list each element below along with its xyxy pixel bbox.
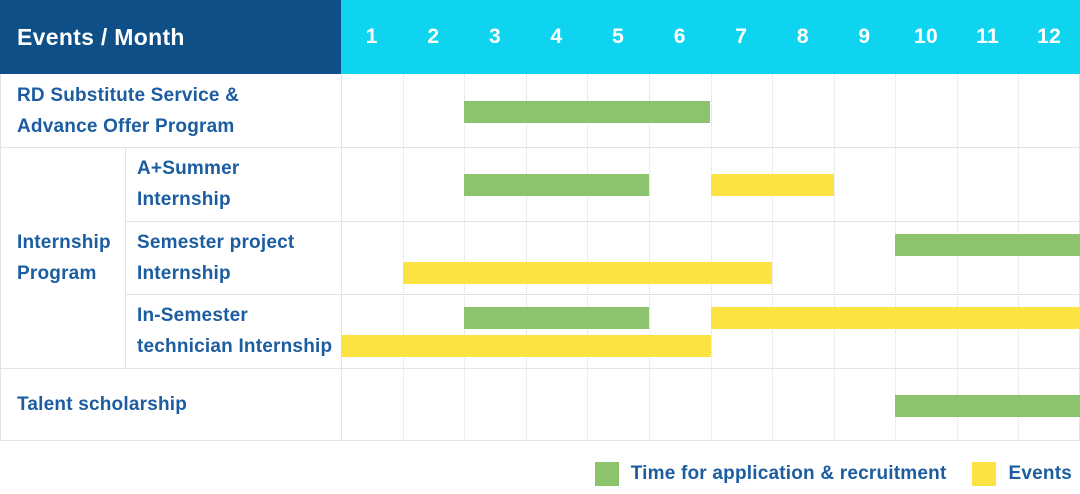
bar-application-recruitment bbox=[464, 307, 649, 330]
month-grid-line bbox=[895, 74, 897, 441]
row-label-line: RD Substitute Service & bbox=[17, 84, 240, 106]
row-label-line: Talent scholarship bbox=[17, 393, 188, 415]
legend: Time for application & recruitment Events bbox=[594, 459, 1072, 489]
header-title: Events / Month bbox=[17, 23, 185, 50]
grid-line bbox=[0, 74, 1, 441]
month-grid-line bbox=[772, 74, 774, 441]
group-label-internship: Internship Program bbox=[17, 227, 111, 289]
month-label: 1 bbox=[365, 25, 378, 48]
row-label-line: Advance Offer Program bbox=[17, 115, 235, 137]
grid-line bbox=[125, 294, 1080, 296]
month-label: 7 bbox=[735, 25, 748, 48]
legend-swatch-recruitment bbox=[594, 462, 619, 486]
month-grid-line bbox=[648, 74, 650, 441]
legend-item: Time for application & recruitment bbox=[594, 459, 947, 489]
month-grid-line bbox=[710, 74, 712, 441]
month-label: 12 bbox=[1037, 25, 1062, 48]
bar-application-recruitment bbox=[464, 101, 711, 123]
bar-application-recruitment bbox=[895, 233, 1080, 256]
row-label-line: A+Summer bbox=[137, 158, 240, 180]
row-label-line: technician Internship bbox=[137, 335, 333, 357]
month-label: 11 bbox=[976, 25, 999, 48]
row-label-line: In-Semester bbox=[137, 304, 248, 326]
legend-item: Events bbox=[972, 459, 1072, 489]
legend-label: Time for application & recruitment bbox=[630, 463, 947, 484]
month-grid-line bbox=[587, 74, 589, 441]
row-label: A+Summer Internship bbox=[137, 153, 239, 215]
month-grid-line bbox=[464, 74, 466, 441]
bar-events bbox=[710, 174, 834, 197]
grid-line bbox=[0, 440, 1080, 441]
row-label: RD Substitute Service & Advance Offer Pro… bbox=[17, 80, 239, 142]
bar-application-recruitment bbox=[464, 174, 649, 197]
row-label: Talent scholarship bbox=[17, 389, 187, 420]
group-label-internship-line: Internship bbox=[17, 231, 111, 253]
group-label-internship-line: Program bbox=[17, 262, 97, 284]
row-label-line: Internship bbox=[137, 189, 231, 211]
month-label: 3 bbox=[488, 25, 501, 48]
month-grid-line bbox=[833, 74, 835, 441]
row-label: Semester project Internship bbox=[137, 227, 294, 289]
legend-swatch-event bbox=[972, 462, 997, 486]
month-label: 9 bbox=[858, 25, 871, 48]
bar-application-recruitment bbox=[895, 394, 1080, 417]
header-title-cell: Events / Month bbox=[0, 0, 341, 74]
month-label: 10 bbox=[914, 25, 938, 48]
header-months-band: 1 2 3 4 5 6 7 8 9 10 11 12 bbox=[341, 0, 1080, 74]
grid-line bbox=[0, 147, 1080, 149]
month-grid-line bbox=[525, 74, 527, 441]
row-label-line: Internship bbox=[137, 262, 231, 284]
bar-events bbox=[402, 261, 773, 284]
month-label: 2 bbox=[427, 25, 440, 48]
month-label: 4 bbox=[550, 25, 563, 48]
month-label: 8 bbox=[796, 25, 809, 48]
grid-line bbox=[0, 367, 1080, 369]
bar-events bbox=[341, 335, 711, 358]
grid-line bbox=[125, 220, 1080, 222]
row-label-line: Semester project bbox=[137, 231, 295, 253]
month-grid-line bbox=[402, 74, 404, 441]
month-label: 6 bbox=[673, 25, 686, 48]
month-grid-line bbox=[1018, 74, 1020, 441]
row-label: In-Semester technician Internship bbox=[137, 300, 332, 362]
bar-events bbox=[710, 307, 1080, 330]
grid-line bbox=[125, 147, 126, 368]
month-label: 5 bbox=[612, 25, 625, 48]
grid-line bbox=[341, 74, 342, 441]
month-grid-line bbox=[956, 74, 958, 441]
legend-label: Events bbox=[1008, 463, 1072, 484]
